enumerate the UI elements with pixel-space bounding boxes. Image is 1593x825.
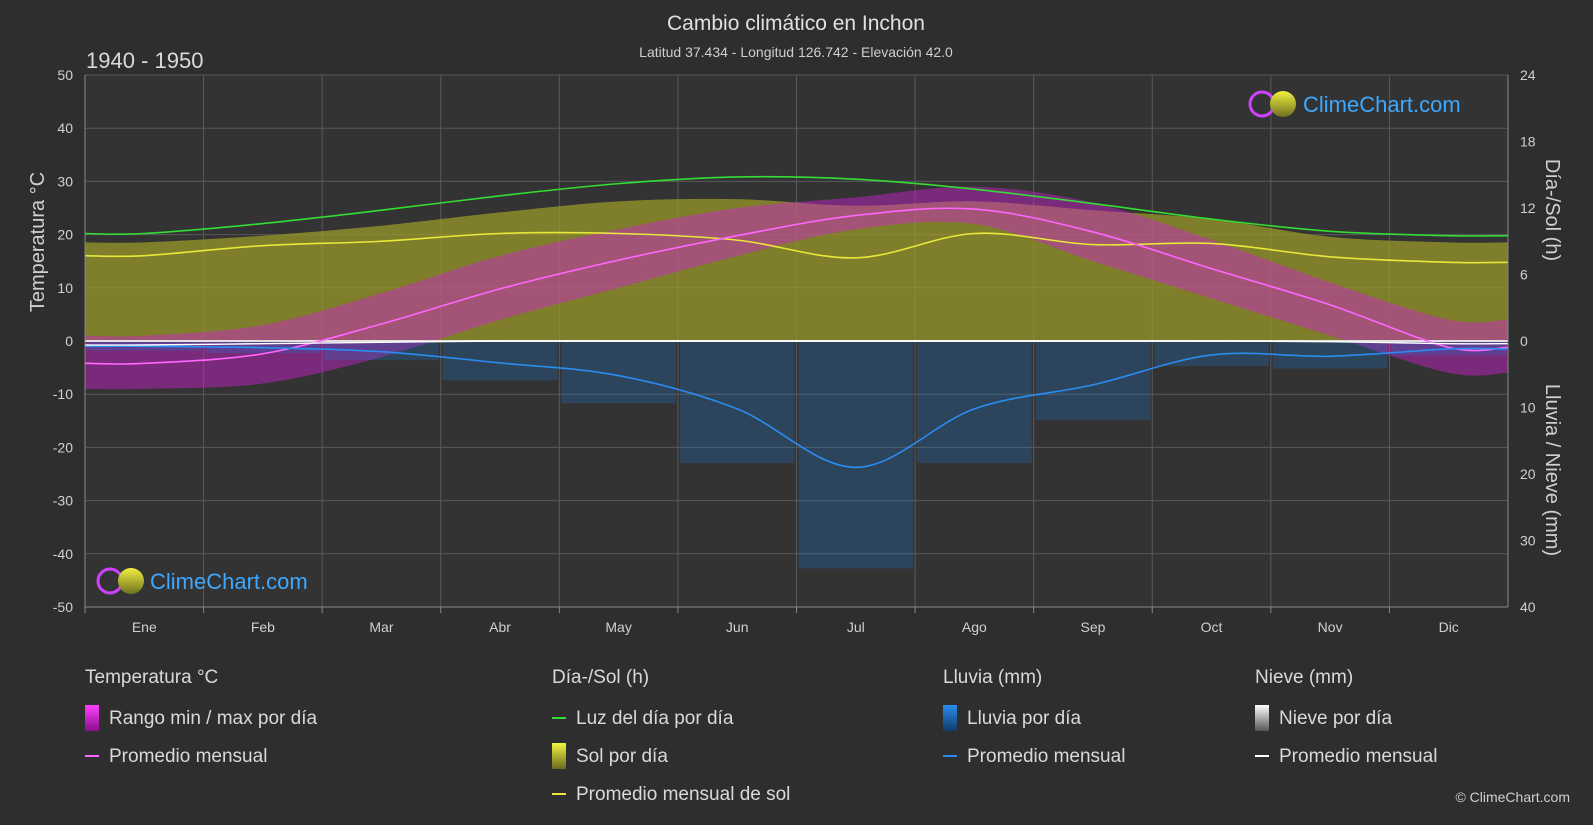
rain-bar: [561, 341, 676, 404]
month-label: Feb: [251, 619, 275, 635]
series-lines: [84, 175, 1509, 469]
legend-item-label: Promedio mensual: [109, 746, 267, 767]
left-tick-label: -50: [53, 599, 73, 615]
month-label: Oct: [1201, 619, 1223, 635]
month-label: Jul: [847, 619, 865, 635]
sunshine-area: [85, 198, 1508, 341]
left-tick-label: -30: [53, 493, 73, 509]
month-label: Abr: [489, 619, 511, 635]
legend-item-label: Promedio mensual: [967, 746, 1125, 767]
brand-logo-top[interactable]: ClimeChart.com: [1248, 90, 1461, 118]
right-bottom-tick-label: 10: [1520, 400, 1536, 416]
legend-swatch-box: [85, 705, 99, 731]
brand-logo-bottom[interactable]: ClimeChart.com: [96, 567, 308, 595]
rain-bar: [442, 341, 558, 381]
temperature-range-area: [85, 186, 1508, 390]
temperature-avg-line: [84, 207, 1509, 365]
right-top-tick-label: 12: [1520, 200, 1536, 216]
legend-group-title: Día-/Sol (h): [552, 667, 649, 688]
legend-item-label: Promedio mensual: [1279, 746, 1437, 767]
legend-item-label: Luz del día por día: [576, 708, 734, 729]
logo-sun-icon: [1270, 91, 1296, 117]
month-label: Dic: [1439, 619, 1459, 635]
rain-bar: [324, 341, 439, 361]
month-label: Ene: [132, 619, 157, 635]
month-label: Ago: [962, 619, 987, 635]
legend-group-title: Nieve (mm): [1255, 667, 1353, 688]
month-label: May: [605, 619, 631, 635]
left-tick-label: 20: [57, 227, 73, 243]
month-label: Sep: [1080, 619, 1105, 635]
brand-name-top: ClimeChart.com: [1303, 92, 1461, 117]
rain-bar: [798, 341, 914, 569]
left-tick-label: -20: [53, 439, 73, 455]
precipitation-bars: [87, 341, 1506, 569]
right-bottom-axis-title: Lluvia / Nieve (mm): [1541, 384, 1563, 556]
legend: Temperatura °C Rango min / max por día Pro…: [85, 667, 1437, 805]
right-top-tick-label: 24: [1520, 67, 1536, 83]
right-bottom-tick-label: 20: [1520, 466, 1536, 482]
daylight-line: [84, 175, 1509, 237]
left-tick-label: -10: [53, 386, 73, 402]
axes: 50 40 30 20 10 0 -10 -20 -30 -40 -50 24 18 12 6 0 10 20 30…: [53, 67, 1536, 635]
month-label: Mar: [369, 619, 393, 635]
right-bottom-tick-label: 40: [1520, 599, 1536, 615]
left-tick-label: 40: [57, 120, 73, 136]
sunshine-avg-line: [84, 231, 1509, 264]
sunshine-area-fill: [85, 198, 1508, 341]
left-tick-label: 50: [57, 67, 73, 83]
rain-avg-line: [84, 345, 1509, 469]
copyright: © ClimeChart.com: [1455, 789, 1570, 805]
legend-swatch-box: [552, 743, 566, 769]
period-label: 1940 - 1950: [86, 48, 203, 73]
snow-avg-line: [84, 340, 1509, 346]
left-tick-label: 0: [65, 333, 73, 349]
left-tick-label: -40: [53, 546, 73, 562]
right-bottom-tick-label: 30: [1520, 533, 1536, 549]
left-tick-label: 30: [57, 173, 73, 189]
rain-bar: [917, 341, 1032, 464]
month-label: Jun: [726, 619, 749, 635]
right-top-tick-label: 18: [1520, 134, 1536, 150]
legend-item-label: Rango min / max por día: [109, 708, 317, 729]
brand-name-bottom: ClimeChart.com: [150, 569, 308, 594]
month-label: Nov: [1318, 619, 1343, 635]
legend-group-title: Temperatura °C: [85, 667, 218, 688]
logo-sun-icon: [118, 568, 144, 594]
legend-item-label: Nieve por día: [1279, 708, 1392, 729]
right-top-tick-label: 0: [1520, 333, 1528, 349]
legend-swatch-box: [1255, 705, 1269, 731]
legend-swatch-box: [943, 705, 957, 731]
legend-item-label: Lluvia por día: [967, 708, 1082, 729]
legend-group-title: Lluvia (mm): [943, 667, 1042, 688]
right-top-axis-title: Día-/Sol (h): [1541, 159, 1563, 261]
legend-item-label: Promedio mensual de sol: [576, 784, 790, 805]
rain-bar: [679, 341, 795, 464]
chart-title: Cambio climático en Inchon: [667, 12, 925, 35]
right-top-tick-label: 6: [1520, 267, 1528, 283]
left-tick-label: 10: [57, 280, 73, 296]
rain-bar: [1035, 341, 1151, 421]
temperature-range-band: [85, 186, 1508, 390]
legend-item-label: Sol por día: [576, 746, 668, 767]
left-axis-title: Temperatura °C: [27, 172, 49, 312]
chart-subtitle: Latitud 37.434 - Longitud 126.742 - Elev…: [639, 44, 953, 60]
